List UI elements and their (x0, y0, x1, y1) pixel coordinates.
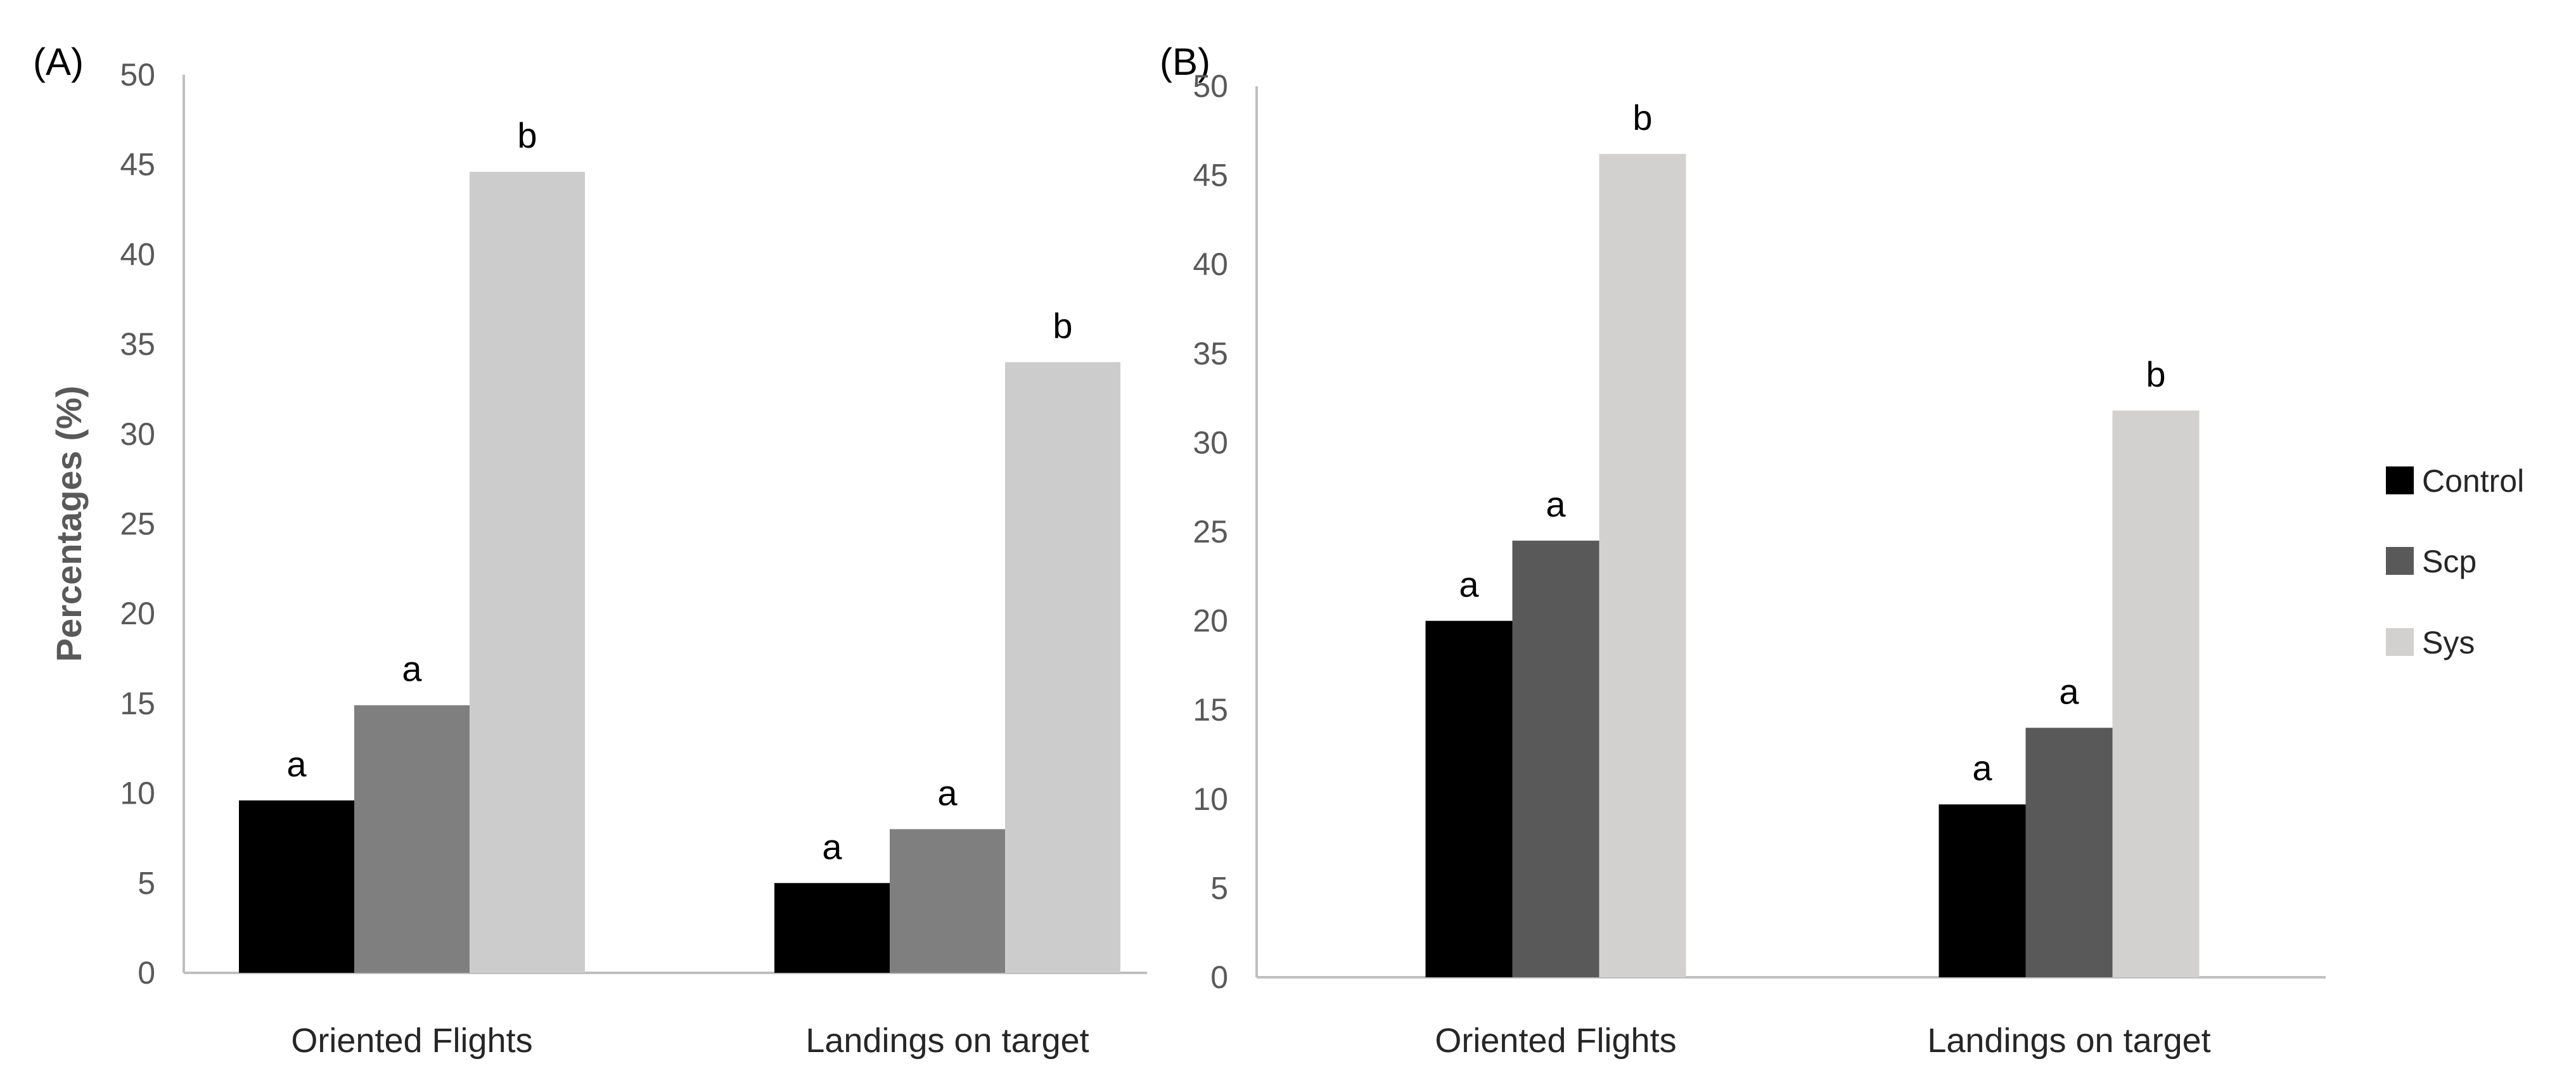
panel-b-y-tick-label: 15 (1193, 692, 1228, 728)
panel-b-y-tick-label: 10 (1193, 781, 1228, 817)
panel-b-y-tick-label: 5 (1210, 870, 1228, 906)
panel-b-significance-letter: b (2146, 354, 2165, 394)
panel-b-label: (B) (1160, 41, 1210, 83)
panel-b-y-tick-label: 45 (1193, 158, 1228, 193)
panel-a-significance-letter: a (402, 649, 422, 689)
panel-b-bar-scp-0 (1512, 541, 1599, 977)
panel-a-bar-control-1 (774, 883, 890, 973)
panel-b-significance-letter: a (1546, 484, 1566, 524)
legend-label-sys: Sys (2422, 625, 2475, 660)
panel-a-y-tick-label: 30 (120, 416, 155, 452)
panel-a-significance-letter: a (937, 773, 958, 813)
panel-b-category-label: Landings on target (1927, 1022, 2210, 1060)
panel-b-bar-control-1 (1938, 804, 2026, 977)
panel-a-bar-chart: (A) 0 5 10 15 20 25 30 35 40 45 50 Percentages (%) a a… (33, 41, 1147, 1060)
panel-a-y-tick-label: 25 (120, 506, 155, 542)
panel-a-category-label: Oriented Flights (291, 1022, 532, 1060)
panel-b-significance-letter: b (1632, 98, 1652, 138)
legend-label-control: Control (2422, 463, 2524, 499)
panel-a-y-tick-label: 15 (120, 686, 155, 721)
panel-a-y-axis-title: Percentages (%) (49, 386, 89, 662)
legend-label-scp: Scp (2422, 544, 2477, 579)
panel-b-bar-scp-1 (2025, 728, 2113, 977)
panel-b-significance-letter: a (2059, 671, 2079, 711)
panel-b-category-label: Oriented Flights (1435, 1022, 1676, 1060)
panel-a-y-tick-label: 40 (120, 236, 155, 272)
panel-a-y-tick-label: 10 (120, 776, 155, 811)
panel-a-y-tick-label: 50 (120, 57, 155, 93)
panel-a-bar-control-0 (239, 800, 354, 973)
panel-b-bar-control-0 (1425, 620, 1513, 977)
panel-a-y-tick-label: 5 (138, 865, 155, 901)
panel-a-bar-sys-1 (1005, 362, 1120, 973)
panel-a-significance-letter: b (1053, 305, 1072, 345)
panel-b-y-tick-label: 20 (1193, 603, 1228, 639)
legend: Control Scp Sys (2386, 463, 2524, 660)
panel-a-y-tick-label: 45 (120, 147, 155, 183)
panel-b-y-tick-label: 35 (1193, 336, 1228, 371)
panel-b-y-tick-label: 50 (1193, 68, 1228, 104)
panel-b-bar-chart: (B) 0 5 10 15 20 25 30 35 40 45 50 a a b Oriented Fligh… (1160, 41, 2326, 1060)
panel-b-y-tick-label: 0 (1210, 960, 1228, 995)
panel-b-y-tick-label: 25 (1193, 514, 1228, 549)
panel-a-significance-letter: a (286, 744, 307, 784)
panel-a-bar-scp-0 (354, 705, 470, 973)
panel-a-bar-sys-0 (470, 172, 585, 973)
panel-b-significance-letter: a (1459, 565, 1479, 605)
panel-b-significance-letter: a (1972, 748, 1992, 788)
panel-a-category-label: Landings on target (805, 1022, 1089, 1060)
panel-a-significance-letter: b (517, 115, 537, 155)
panel-a-label: (A) (33, 41, 84, 83)
panel-b-y-tick-label: 40 (1193, 247, 1228, 282)
legend-swatch-sys (2386, 628, 2414, 656)
panel-a-y-tick-label: 35 (120, 326, 155, 362)
panel-b-y-tick-label: 30 (1193, 425, 1228, 460)
panel-b-bar-sys-0 (1599, 153, 1686, 978)
legend-swatch-scp (2386, 547, 2414, 575)
panel-b-bar-sys-1 (2112, 410, 2200, 977)
legend-swatch-control (2386, 466, 2414, 494)
panel-a-bar-scp-1 (890, 829, 1005, 973)
panel-a-y-tick-label: 20 (120, 596, 155, 631)
panel-a-significance-letter: a (822, 826, 842, 866)
panel-a-y-tick-label: 0 (138, 955, 155, 991)
